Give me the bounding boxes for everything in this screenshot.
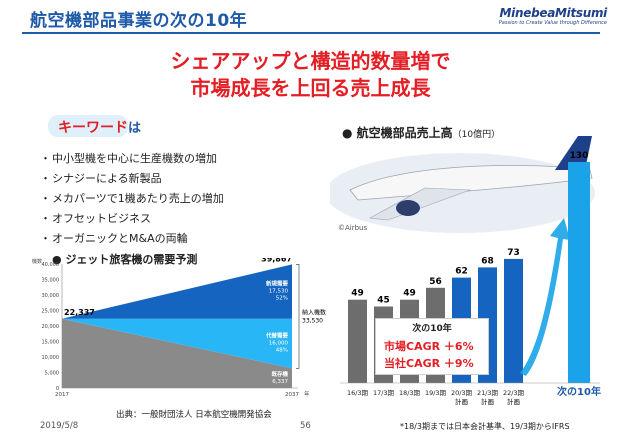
sales-bar-value: 73 xyxy=(507,248,520,258)
y-tick-label: 15,000 xyxy=(42,340,60,346)
keyword-item: オフセットビジネス xyxy=(40,210,151,226)
sales-bar-value: 68 xyxy=(481,256,494,266)
sales-category-label: 22/3期 xyxy=(503,389,525,397)
sales-bar xyxy=(568,162,590,383)
x-tick-label: 2017 xyxy=(55,392,69,398)
keyword-item: メカパーツで1機あたり売上の増加 xyxy=(40,190,224,206)
page-number: 56 xyxy=(300,421,311,431)
footer-date: 2019/5/8 xyxy=(40,421,79,431)
sales-category-label: 16/3期 xyxy=(347,389,369,397)
keyword-heading-suffix: は xyxy=(128,121,142,136)
new-demand-area xyxy=(62,264,292,319)
headline-line-1: シェアアップと構造的数量増で xyxy=(170,49,451,73)
sales-category-sublabel: 計画 xyxy=(455,397,468,406)
y-tick-label: 25,000 xyxy=(42,309,60,315)
cagr-header: 次の10年 xyxy=(412,324,452,334)
source-note: 出典：一般財団法人 日本航空機開発協会 xyxy=(116,410,272,420)
y-tick-label: 40,000 xyxy=(42,262,60,268)
logo-tagline: Passion to Create Value through Differen… xyxy=(498,20,607,26)
keyword-item: 中小型機を中心に生産機数の増加 xyxy=(40,150,217,166)
y-tick-label: 10,000 xyxy=(42,355,60,361)
new-demand-label: 52% xyxy=(276,296,288,302)
new-demand-label: 新規需要 xyxy=(266,280,289,288)
sales-bar-value: 45 xyxy=(377,296,390,306)
sales-chart-title-text: 航空機部品売上高 xyxy=(356,126,453,140)
deliveries-bracket xyxy=(296,264,300,369)
existing-fleet-area xyxy=(62,318,292,388)
start-total-label: 22,337 xyxy=(64,308,95,317)
sales-category-label: 次の10年 xyxy=(557,385,601,398)
photo-credit: ©Airbus xyxy=(338,224,368,232)
sales-category-label: 19/3期 xyxy=(425,389,447,397)
y-tick-label: 35,000 xyxy=(42,278,60,284)
sales-category-sublabel: 計画 xyxy=(481,397,494,406)
new-demand-label: 17,530 xyxy=(269,289,289,295)
y-tick-label: 30,000 xyxy=(42,293,60,299)
keyword-heading: キーワードは xyxy=(48,115,141,137)
airplane-image xyxy=(330,136,595,233)
end-total-label: 39,867 xyxy=(261,258,292,263)
x-tick-label: 2037 xyxy=(285,392,299,398)
sales-category-sublabel: 計画 xyxy=(507,397,520,406)
existing-fleet-label: 6,337 xyxy=(272,379,288,385)
market-cagr: 市場CAGR ＋6% xyxy=(384,340,474,353)
demand-chart-title-text: ジェット旅客機の需要予測 xyxy=(65,253,198,266)
sales-bar xyxy=(348,299,367,383)
headline: シェアアップと構造的数量増で 市場成長を上回る売上成長 xyxy=(0,48,621,102)
existing-fleet-label: 既存機 xyxy=(271,370,288,378)
sales-chart-title: ● 航空機部品売上高（10億円） xyxy=(342,126,501,140)
sales-category-label: 21/3期 xyxy=(477,389,499,397)
sales-bar-value: 49 xyxy=(403,289,416,299)
y-tick-label: 0 xyxy=(56,386,59,392)
replacement-demand-label: 16,000 xyxy=(269,341,289,347)
x-axis-label: 年 xyxy=(304,390,310,398)
replacement-demand-label: 48% xyxy=(276,348,288,354)
company-cagr: 当社CAGR ＋9% xyxy=(384,357,474,370)
sales-bar-value: 62 xyxy=(455,267,468,277)
keyword-heading-label: キーワード xyxy=(58,120,128,136)
footnote: *18/3期までは日本会計基準、19/3期からIFRS xyxy=(400,422,570,431)
replacement-demand-area xyxy=(62,318,292,369)
replacement-demand-label: 代替需要 xyxy=(265,332,289,340)
sales-category-label: 20/3期 xyxy=(451,389,473,397)
company-logo: MinebeaMitsumi Passion to Create Value t… xyxy=(498,6,608,26)
sales-bar-value: 56 xyxy=(429,277,442,287)
cagr-callout: 次の10年 市場CAGR ＋6% 当社CAGR ＋9% xyxy=(375,318,489,375)
y-tick-label: 5,000 xyxy=(45,371,59,377)
sales-bar xyxy=(504,258,523,383)
growth-arrow xyxy=(520,218,570,376)
y-tick-label: 20,000 xyxy=(42,324,60,330)
sales-bar-value: 49 xyxy=(351,289,364,299)
header-divider xyxy=(22,32,600,34)
keyword-item: オーガニックとM&Aの両輪 xyxy=(40,230,188,246)
sales-category-label: 18/3期 xyxy=(399,389,421,397)
page-title: 航空機部品事業の次の10年 xyxy=(30,11,248,31)
y-axis-label: 機数 xyxy=(32,258,42,265)
sales-category-label: 17/3期 xyxy=(373,389,395,397)
sales-chart-unit: （10億円） xyxy=(452,130,501,140)
deliveries-label: 納入機数 xyxy=(302,308,326,316)
sales-bar-value: 130 xyxy=(570,151,589,161)
demand-chart-title: ● ジェット旅客機の需要予測 xyxy=(52,253,198,266)
deliveries-value: 33,530 xyxy=(302,317,323,324)
headline-line-2: 市場成長を上回る売上成長 xyxy=(190,76,431,100)
demand-forecast-chart: 機数 0 5,000 10,000 15,000 20,000 25,000 30,000 35… xyxy=(32,258,326,398)
keyword-item: シナジーによる新製品 xyxy=(40,170,162,186)
logo-name: MinebeaMitsumi xyxy=(499,6,608,20)
